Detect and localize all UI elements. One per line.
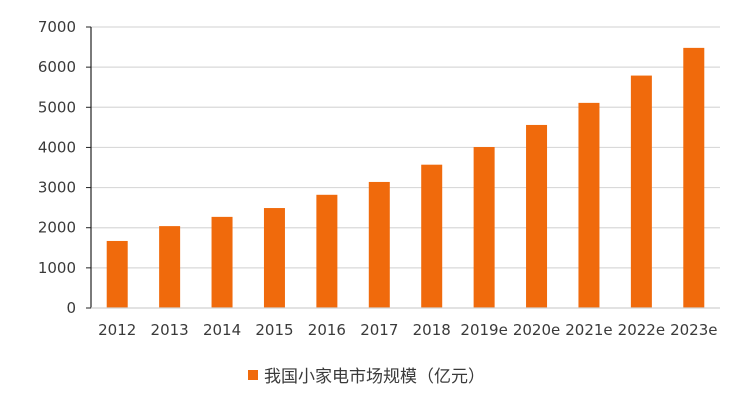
x-tick-label: 2020e [513, 321, 560, 339]
gridlines [91, 26, 720, 269]
x-tick-label: 2013 [151, 321, 189, 339]
y-tick-label: 5000 [38, 98, 76, 116]
bar [159, 226, 181, 308]
x-tick-label: 2015 [255, 321, 293, 339]
bar [473, 147, 495, 308]
y-tick-label: 1000 [38, 259, 76, 277]
legend-label: 我国小家电市场规模（亿元） [264, 367, 485, 387]
bar [578, 102, 600, 309]
bar [368, 181, 390, 308]
y-axis: 0 1000 2000 3000 4000 5000 6000 7000 [38, 18, 92, 317]
legend: 我国小家电市场规模（亿元） [248, 362, 485, 387]
legend-swatch-icon [248, 369, 258, 380]
x-tick-label: 2022e [618, 321, 665, 339]
y-tick-label: 2000 [38, 219, 76, 237]
y-tick-label: 3000 [38, 179, 76, 197]
x-tick-label: 2014 [203, 321, 241, 339]
bar [630, 75, 652, 308]
y-tick-label: 0 [66, 299, 76, 317]
x-tick-label: 2017 [360, 321, 398, 339]
x-tick-label: 2018 [413, 321, 451, 339]
bar [526, 124, 548, 308]
x-axis: 2012 2013 2014 2015 2016 2017 2018 2019e 2020e 20… [91, 307, 720, 339]
bar [421, 164, 443, 308]
bars [106, 47, 705, 309]
x-tick-label: 2021e [565, 321, 612, 339]
x-tick-label: 2019e [460, 321, 507, 339]
bar [263, 208, 285, 308]
x-tick-label: 2012 [98, 321, 136, 339]
y-tick-label: 6000 [38, 58, 76, 76]
bar [211, 216, 233, 308]
bar [316, 194, 338, 308]
bar [683, 47, 705, 308]
y-tick-label: 4000 [38, 138, 76, 156]
y-tick-label: 7000 [38, 18, 76, 36]
x-tick-label: 2016 [308, 321, 346, 339]
x-tick-label: 2023e [670, 321, 717, 339]
bar [106, 240, 128, 308]
